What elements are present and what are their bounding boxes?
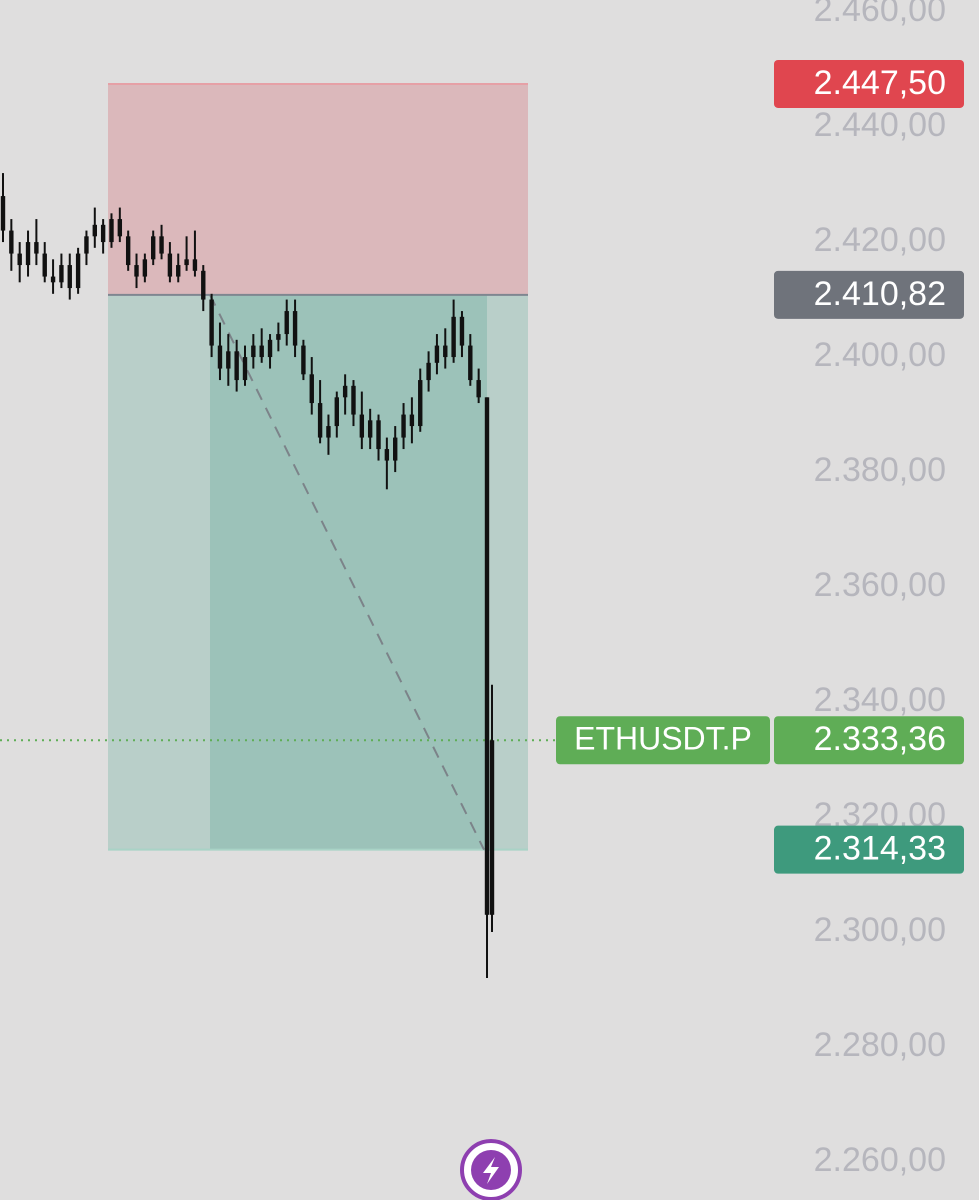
target-filled [210, 294, 487, 850]
candle-body [34, 242, 39, 254]
candle-body [234, 351, 239, 381]
candle-body [292, 311, 298, 346]
plot: 2.460,00 2.440,00 2.420,00 2.400,00 2.380,00… [0, 0, 964, 1179]
last-price-box [774, 716, 964, 765]
candle-body [184, 259, 189, 266]
candle-body [251, 345, 256, 358]
candle-body [468, 345, 473, 381]
candle-body [489, 740, 495, 915]
candle-body [484, 397, 490, 915]
candle-body [42, 253, 47, 277]
y-tick-label: 2.420,00 [814, 221, 946, 259]
candle-body [276, 334, 281, 340]
candle-body [459, 316, 465, 346]
entry-price-label: 2.410,82 [814, 275, 946, 313]
candle-body [426, 362, 431, 381]
entry-price-box [774, 270, 964, 319]
candle-body [418, 380, 423, 427]
y-tick-label: 2.440,00 [814, 106, 946, 144]
candle-body [443, 345, 448, 358]
lightning-button[interactable] [460, 1139, 522, 1200]
y-tick-label: 2.260,00 [814, 1141, 946, 1179]
y-tick-label: 2.280,00 [814, 1026, 946, 1064]
candle-body [342, 385, 348, 398]
candle-body [159, 236, 164, 254]
candle-body [17, 253, 22, 266]
candle-body [209, 299, 214, 346]
candle-body [59, 265, 64, 283]
candle-body [142, 259, 148, 277]
candle-body [192, 259, 198, 271]
candle-body [9, 230, 14, 254]
candle-body [67, 265, 72, 289]
y-tick-label: 2.460,00 [814, 0, 946, 29]
symbol-label: ETHUSDT.P [574, 721, 752, 757]
candle-body [92, 224, 97, 237]
y-tick-label: 2.380,00 [814, 451, 946, 489]
candle-body [376, 420, 381, 450]
candle-body [301, 345, 306, 375]
candle-body [326, 426, 331, 438]
candle-body [434, 345, 440, 363]
last-price-label: 2.333,36 [814, 720, 946, 758]
candle-body [476, 380, 481, 398]
candle-body [167, 253, 173, 277]
trade-path [209, 294, 485, 851]
candle-body [317, 403, 323, 438]
candle-body [217, 345, 223, 369]
candle-body [401, 414, 406, 438]
candle-body [125, 236, 131, 266]
candle-body [334, 397, 339, 427]
target-price-label: 2.314,33 [814, 830, 946, 868]
stop-price-box [774, 59, 964, 108]
y-tick-label: 2.360,00 [814, 566, 946, 604]
candle-body [84, 236, 89, 254]
y-tick-label: 2.340,00 [814, 681, 946, 719]
candle-body [50, 276, 56, 283]
candle-body [117, 219, 123, 237]
candle-body [367, 420, 373, 438]
candle-body [409, 414, 415, 427]
symbol-box [556, 716, 770, 765]
candle-body [267, 339, 273, 358]
candle-body [384, 449, 390, 461]
candle-body [0, 196, 6, 231]
candle-body [351, 385, 356, 415]
candle-body [176, 265, 181, 277]
y-tick-label: 2.300,00 [814, 911, 946, 949]
candle-body [226, 351, 231, 369]
candle-body [75, 253, 81, 289]
candle-body [151, 236, 156, 260]
target-price-box [774, 825, 964, 874]
candle-body [259, 345, 264, 358]
candle-body [359, 414, 365, 438]
stop-price-label: 2.447,50 [814, 64, 946, 102]
candle-body [393, 437, 398, 461]
candle-body [100, 224, 106, 243]
candle-body [284, 311, 289, 335]
candle-body [451, 316, 456, 358]
candle-body [309, 374, 314, 404]
candle-body [134, 265, 139, 277]
candle-body [25, 242, 31, 266]
candle-body [242, 357, 248, 381]
candle-body [109, 219, 114, 243]
y-tick-label: 2.400,00 [814, 336, 946, 374]
candle-body [201, 270, 206, 300]
